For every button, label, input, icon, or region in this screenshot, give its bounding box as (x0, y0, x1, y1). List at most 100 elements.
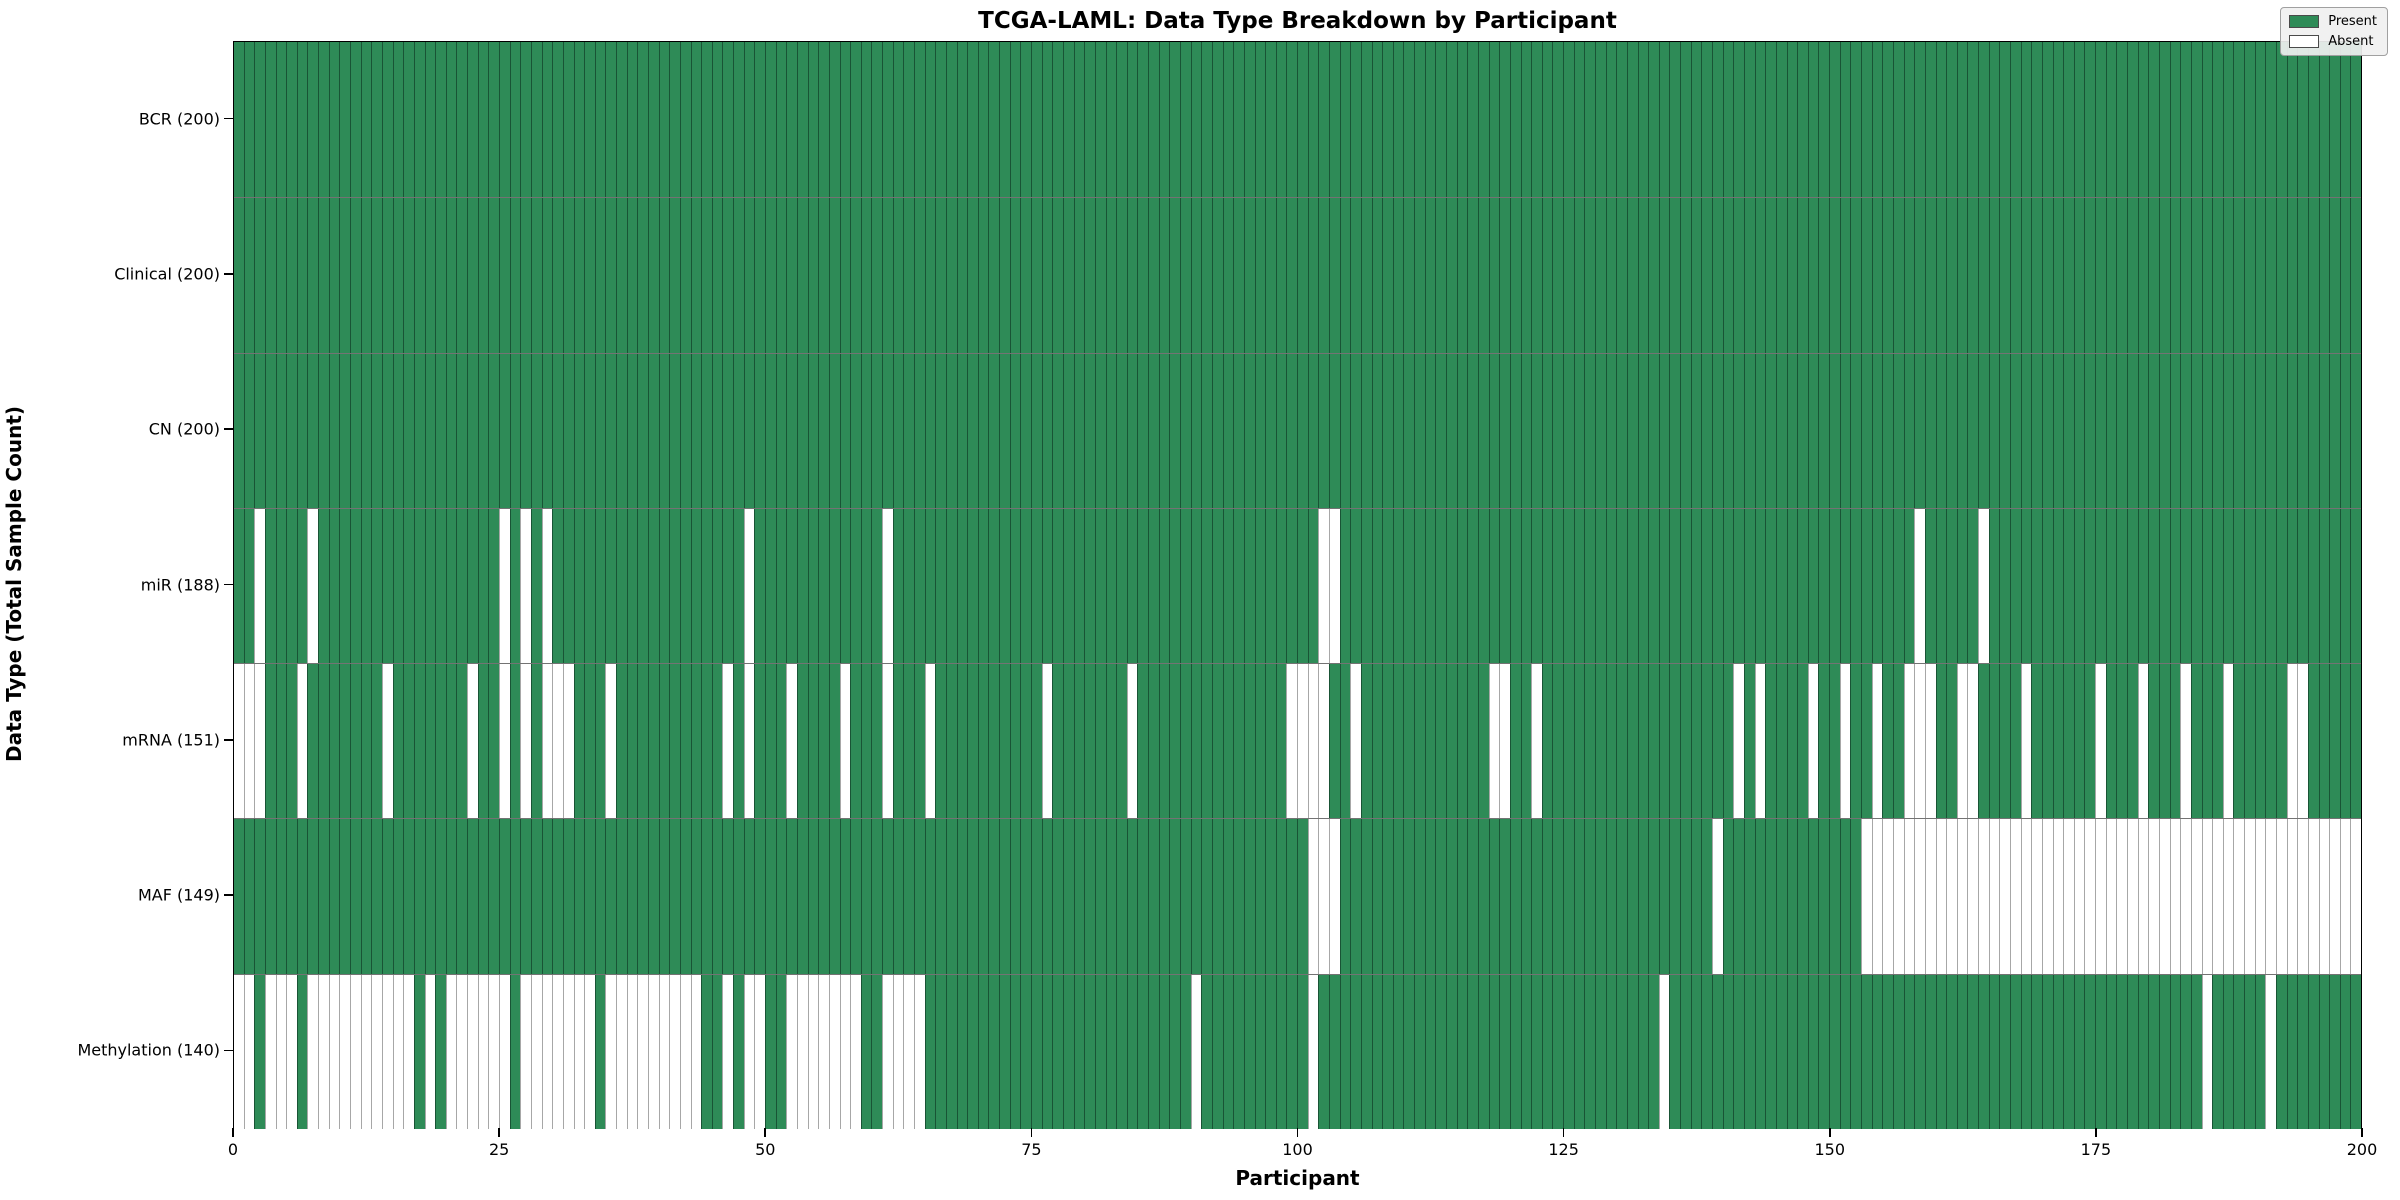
heatmap-cell (1658, 508, 1670, 664)
heatmap-cell (2307, 819, 2319, 974)
heatmap-cell (977, 664, 989, 819)
heatmap-cell (2318, 974, 2330, 1129)
heatmap-cell (1105, 353, 1117, 508)
heatmap-cell (1616, 974, 1627, 1129)
heatmap-cell (1988, 42, 2000, 198)
heatmap-cell (1318, 819, 1329, 974)
heatmap-cell (456, 664, 468, 819)
heatmap-cell (234, 353, 244, 508)
heatmap-cell (1265, 198, 1276, 353)
heatmap-cell (2095, 819, 2106, 974)
heatmap-cell (1137, 664, 1149, 819)
heatmap-cell (733, 508, 744, 664)
heatmap-cell (2031, 819, 2042, 974)
heatmap-cell (1052, 664, 1063, 819)
heatmap-cell (733, 664, 744, 819)
heatmap-cell (1243, 819, 1255, 974)
heatmap-cell (2009, 819, 2021, 974)
heatmap-cell (637, 353, 648, 508)
heatmap-row-miR (234, 507, 2362, 664)
heatmap-cell (860, 198, 872, 353)
heatmap-cell (530, 664, 542, 819)
heatmap-cell (1488, 664, 1500, 819)
heatmap-cell (1690, 819, 1702, 974)
heatmap-cell (339, 198, 351, 353)
heatmap-cell (1148, 353, 1159, 508)
heatmap-cell (488, 42, 500, 198)
heatmap-cell (1392, 819, 1404, 974)
heatmap-cell (2350, 974, 2362, 1129)
heatmap-cell (1999, 664, 2010, 819)
heatmap-cell (2222, 198, 2234, 353)
heatmap-cell (1297, 353, 1308, 508)
heatmap-cell (1158, 42, 1170, 198)
heatmap-cell (988, 198, 1000, 353)
heatmap-cell (594, 198, 606, 353)
y-tick-label-miR: miR (188) (140, 575, 220, 594)
heatmap-cell (1339, 198, 1351, 353)
heatmap-cell (1818, 974, 1830, 1129)
heatmap-cell (1477, 198, 1489, 353)
heatmap-cell (2020, 353, 2032, 508)
heatmap-cell (2212, 664, 2223, 819)
heatmap-cell (1765, 819, 1776, 974)
heatmap-cell (1435, 819, 1447, 974)
heatmap-cell (1626, 353, 1638, 508)
heatmap-cell (1573, 508, 1585, 664)
heatmap-cell (1371, 353, 1383, 508)
heatmap-cell (2318, 819, 2330, 974)
heatmap-cell (1084, 664, 1095, 819)
heatmap-cell (945, 819, 957, 974)
heatmap-cell (360, 353, 372, 508)
absent-swatch-icon (2289, 35, 2320, 48)
heatmap-cell (1541, 42, 1553, 198)
heatmap-cell (637, 974, 648, 1129)
heatmap-cell (2158, 974, 2170, 1129)
heatmap-cell (499, 198, 510, 353)
heatmap-cell (1318, 42, 1329, 198)
heatmap-cell (882, 664, 893, 819)
heatmap-cell (413, 198, 425, 353)
heatmap-cell (1871, 42, 1883, 198)
heatmap-cell (871, 508, 883, 664)
heatmap-cell (594, 42, 606, 198)
heatmap-cell (2286, 198, 2298, 353)
heatmap-cell (914, 353, 925, 508)
heatmap-cell (573, 974, 585, 1129)
heatmap-cell (892, 819, 904, 974)
heatmap-cell (541, 508, 553, 664)
heatmap-cell (924, 664, 936, 819)
heatmap-cell (1062, 42, 1074, 198)
heatmap-cell (381, 42, 393, 198)
heatmap-cell (2350, 198, 2362, 353)
heatmap-cell (1318, 198, 1329, 353)
heatmap-cell (2127, 42, 2138, 198)
heatmap-cell (1797, 198, 1808, 353)
heatmap-cell (2020, 974, 2032, 1129)
heatmap-cell (1180, 664, 1191, 819)
heatmap-cell (1765, 353, 1776, 508)
heatmap-cell (945, 198, 957, 353)
heatmap-cell (1084, 974, 1095, 1129)
heatmap-cell (254, 664, 265, 819)
heatmap-cell (456, 974, 468, 1129)
heatmap-cell (839, 664, 851, 819)
heatmap-cell (1829, 42, 1840, 198)
heatmap-cell (584, 198, 595, 353)
heatmap-cell (1041, 508, 1053, 664)
heatmap-cell (1328, 664, 1340, 819)
heatmap-cell (828, 664, 840, 819)
heatmap-cell (775, 974, 787, 1129)
heatmap-cell (254, 42, 265, 198)
heatmap-cell (2020, 819, 2032, 974)
heatmap-cell (318, 819, 329, 974)
heatmap-cell (2254, 42, 2266, 198)
heatmap-cell (818, 664, 829, 819)
heatmap-cell (1116, 353, 1127, 508)
heatmap-cell (647, 974, 659, 1129)
heatmap-cell (2286, 974, 2298, 1129)
heatmap-cell (403, 353, 414, 508)
heatmap-cell (1669, 42, 1681, 198)
heatmap-cell (1520, 353, 1532, 508)
heatmap-cell (626, 819, 638, 974)
